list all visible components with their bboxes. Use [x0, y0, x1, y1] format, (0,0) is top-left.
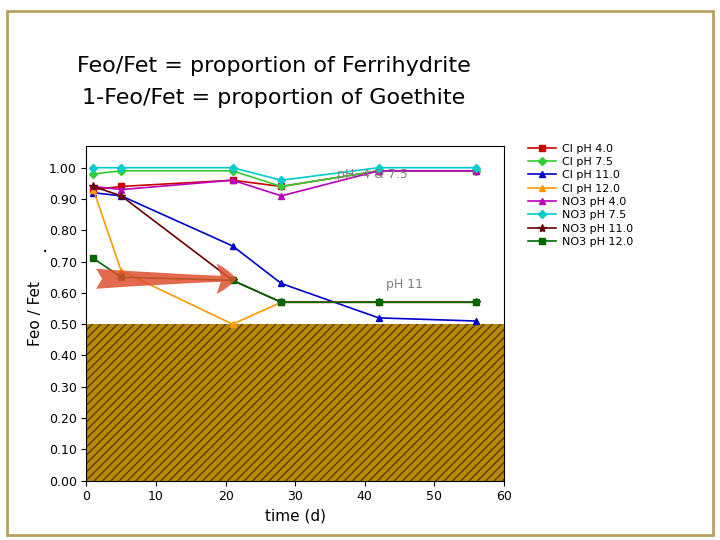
Cl pH 11.0 — [89, 190, 98, 196]
NO3 pH 4.0 — [277, 193, 286, 199]
NO3 pH 12.0 — [228, 277, 237, 284]
Text: Feo/Fet = proportion of Ferrihydrite: Feo/Fet = proportion of Ferrihydrite — [77, 56, 470, 76]
NO3 pH 12.0 — [89, 255, 98, 262]
Cl pH 11.0 — [277, 280, 286, 287]
NO3 pH 4.0 — [89, 183, 98, 190]
X-axis label: time (d): time (d) — [265, 509, 325, 524]
Cl pH 7.5 — [228, 167, 237, 174]
Y-axis label: Feo / Fet: Feo / Fet — [28, 281, 43, 346]
Cl pH 12.0 — [277, 299, 286, 306]
Cl pH 12.0 — [228, 321, 237, 327]
Cl pH 12.0 — [89, 186, 98, 193]
Bar — [86, 324, 504, 481]
NO3 pH 7.5 — [228, 165, 237, 171]
NO3 pH 11.0 — [374, 299, 383, 306]
NO3 pH 12.0 — [472, 299, 480, 306]
Cl pH 11.0 — [472, 318, 480, 324]
Legend: Cl pH 4.0, Cl pH 7.5, Cl pH 11.0, Cl pH 12.0, NO3 pH 4.0, NO3 pH 7.5, NO3 pH 11.: Cl pH 4.0, Cl pH 7.5, Cl pH 11.0, Cl pH … — [526, 141, 635, 249]
Cl pH 7.5 — [472, 167, 480, 174]
NO3 pH 12.0 — [277, 299, 286, 306]
Cl pH 7.5 — [117, 167, 125, 174]
NO3 pH 7.5 — [89, 165, 98, 171]
Line: NO3 pH 12.0: NO3 pH 12.0 — [91, 255, 479, 305]
Cl pH 4.0 — [117, 183, 125, 190]
NO3 pH 4.0 — [117, 186, 125, 193]
Cl pH 7.5 — [277, 183, 286, 190]
Text: .: . — [42, 237, 48, 256]
NO3 pH 4.0 — [374, 167, 383, 174]
Cl pH 4.0 — [277, 183, 286, 190]
Line: Cl pH 11.0: Cl pH 11.0 — [91, 190, 479, 324]
NO3 pH 11.0 — [277, 299, 286, 306]
NO3 pH 11.0 — [228, 277, 237, 284]
Line: Cl pH 12.0: Cl pH 12.0 — [91, 187, 479, 327]
Text: pH 11: pH 11 — [386, 278, 423, 291]
Cl pH 4.0 — [472, 167, 480, 174]
NO3 pH 7.5 — [374, 165, 383, 171]
Line: Cl pH 7.5: Cl pH 7.5 — [91, 168, 479, 189]
NO3 pH 4.0 — [228, 177, 237, 184]
NO3 pH 11.0 — [117, 193, 125, 199]
Cl pH 4.0 — [89, 186, 98, 193]
NO3 pH 7.5 — [472, 165, 480, 171]
NO3 pH 7.5 — [277, 177, 286, 184]
Cl pH 11.0 — [374, 315, 383, 321]
Line: NO3 pH 4.0: NO3 pH 4.0 — [91, 168, 479, 199]
Cl pH 4.0 — [374, 167, 383, 174]
Line: NO3 pH 11.0: NO3 pH 11.0 — [89, 183, 480, 306]
Cl pH 12.0 — [117, 268, 125, 274]
NO3 pH 12.0 — [374, 299, 383, 306]
NO3 pH 4.0 — [472, 167, 480, 174]
Cl pH 12.0 — [374, 299, 383, 306]
Text: 1-Feo/Fet = proportion of Goethite: 1-Feo/Fet = proportion of Goethite — [82, 88, 465, 108]
NO3 pH 7.5 — [117, 165, 125, 171]
Cl pH 11.0 — [117, 193, 125, 199]
Line: Cl pH 4.0: Cl pH 4.0 — [91, 168, 479, 192]
NO3 pH 11.0 — [89, 183, 98, 190]
Cl pH 7.5 — [374, 167, 383, 174]
Cl pH 12.0 — [472, 299, 480, 306]
Cl pH 4.0 — [228, 177, 237, 184]
Line: NO3 pH 7.5: NO3 pH 7.5 — [91, 165, 479, 183]
NO3 pH 12.0 — [117, 274, 125, 280]
NO3 pH 11.0 — [472, 299, 480, 306]
Cl pH 11.0 — [228, 242, 237, 249]
Cl pH 7.5 — [89, 171, 98, 177]
Text: pH  4 & 7.5: pH 4 & 7.5 — [337, 168, 408, 181]
